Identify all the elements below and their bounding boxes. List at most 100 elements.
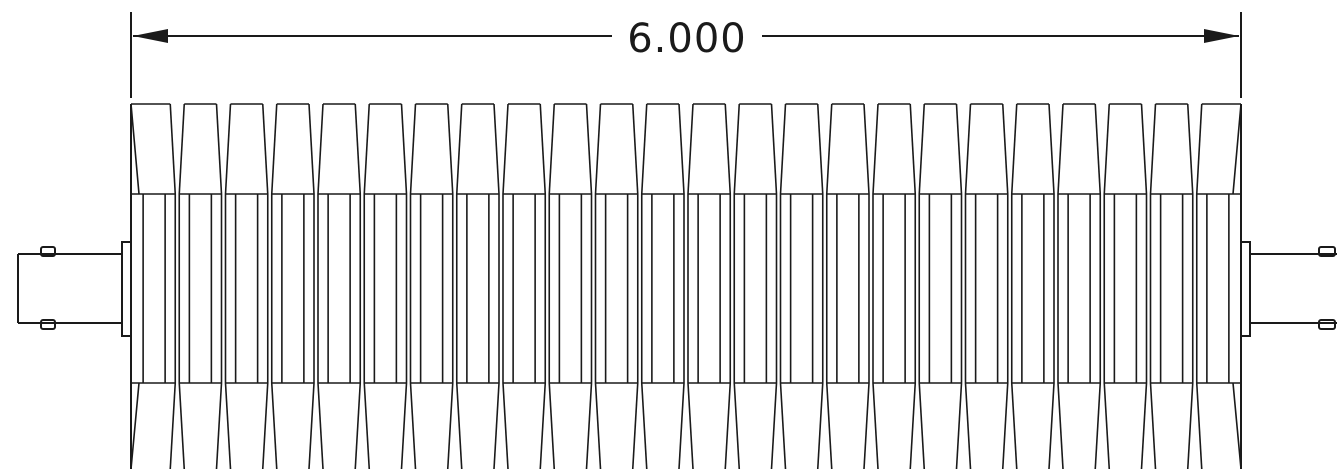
connector-left-pin-bottom: [40, 319, 56, 330]
fin-groove-wall: [631, 382, 639, 469]
fin-groove-wall: [1048, 382, 1055, 469]
fin-groove-wall: [354, 382, 362, 469]
fin-groove-wall: [955, 103, 963, 195]
fin-groove-wall: [548, 382, 556, 469]
fin-groove-wall: [446, 103, 454, 195]
fin-groove-wall: [1195, 103, 1203, 195]
fin-groove-wall: [724, 382, 732, 469]
fin-groove-wall: [1186, 103, 1194, 195]
fin-groove-wall: [909, 103, 917, 195]
fin-groove-wall: [779, 103, 787, 195]
fin-groove-wall: [770, 382, 778, 469]
fin-groove-wall: [502, 382, 509, 469]
fin-groove-wall: [1094, 103, 1102, 195]
connector-right-pin-top: [1318, 246, 1336, 257]
fin-groove-wall: [539, 382, 547, 469]
fin-groove-wall: [409, 382, 417, 469]
fin-groove-wall: [539, 103, 547, 195]
fin-groove-wall: [585, 103, 593, 195]
fin-groove-wall: [215, 382, 223, 469]
fin-groove-wall: [1186, 382, 1194, 469]
fin-groove-wall: [261, 382, 269, 469]
fin-groove-wall: [640, 103, 648, 195]
fin-groove-wall: [964, 103, 972, 195]
fin-groove-wall: [687, 103, 694, 195]
fin-groove-wall: [1057, 382, 1064, 469]
connector-right-flange: [1240, 241, 1251, 337]
fin-groove-wall: [502, 103, 509, 195]
fin-groove-wall: [872, 382, 879, 469]
connector-left: [17, 241, 132, 337]
fin-groove-wall: [215, 103, 223, 195]
fin-groove-wall: [548, 103, 556, 195]
fin-groove-wall: [270, 382, 278, 469]
fin-groove-wall: [687, 382, 694, 469]
fin-groove-wall: [455, 103, 463, 195]
fin-groove-wall: [493, 382, 500, 469]
fin-groove-wall: [409, 103, 417, 195]
fin-groove-wall: [640, 382, 648, 469]
fin-groove-wall: [1103, 103, 1111, 195]
fin-groove-wall: [224, 103, 232, 195]
fin-groove-wall: [770, 103, 778, 195]
fin-groove-wall: [955, 382, 963, 469]
fin-groove-wall: [863, 382, 870, 469]
fin-groove-wall: [1010, 382, 1018, 469]
dimension-arrow-left: [133, 29, 168, 43]
fin-groove-wall: [964, 382, 972, 469]
fin-groove-wall: [1001, 382, 1009, 469]
connector-left-pin-top: [40, 246, 56, 257]
fin-groove-wall: [270, 103, 278, 195]
fin-groove-wall: [733, 103, 741, 195]
fin-groove-wall: [1048, 103, 1055, 195]
fin-groove-wall: [594, 382, 602, 469]
dimension-group: [130, 12, 1242, 98]
fin-groove-wall: [779, 382, 787, 469]
fin-groove-wall: [594, 103, 602, 195]
fin-groove-wall: [178, 382, 186, 469]
fin-groove-wall: [1140, 382, 1148, 469]
fin-groove-wall: [918, 103, 926, 195]
fin-groove-wall: [918, 382, 926, 469]
fin-end-wall: [130, 382, 140, 469]
fin-groove-wall: [872, 103, 879, 195]
fin-groove-wall: [224, 382, 232, 469]
fin-groove-wall: [400, 103, 408, 195]
fin-groove-wall: [363, 382, 371, 469]
dimension-arrow-right: [1204, 29, 1239, 43]
fin-end-wall: [1232, 103, 1242, 195]
fin-groove-wall: [724, 103, 732, 195]
fin-groove-wall: [678, 103, 685, 195]
heatsink-fins: [130, 103, 1242, 469]
fin-end-wall: [1232, 382, 1242, 469]
fin-groove-wall: [733, 382, 741, 469]
fin-groove-wall: [1149, 103, 1157, 195]
fin-groove-wall: [261, 103, 269, 195]
fin-groove-wall: [400, 382, 408, 469]
fin-groove-wall: [816, 103, 824, 195]
fin-groove-wall: [169, 103, 177, 195]
connector-right: [1240, 241, 1337, 337]
fin-groove-wall: [169, 382, 177, 469]
fin-groove-wall: [363, 103, 371, 195]
fin-groove-wall: [863, 103, 870, 195]
fin-groove-wall: [825, 382, 833, 469]
fin-groove-wall: [493, 103, 500, 195]
fin-groove-wall: [825, 103, 833, 195]
fin-groove-wall: [1010, 103, 1018, 195]
fin-groove-wall: [909, 382, 917, 469]
fin-groove-wall: [1140, 103, 1148, 195]
fin-end-wall: [130, 103, 140, 195]
fin-groove-wall: [631, 103, 639, 195]
fin-groove-wall: [678, 382, 685, 469]
fin-groove-wall: [1195, 382, 1203, 469]
fin-groove-wall: [1094, 382, 1102, 469]
connector-left-flange: [121, 241, 132, 337]
fin-groove-wall: [816, 382, 824, 469]
fin-groove-wall: [1057, 103, 1064, 195]
fin-groove-wall: [455, 382, 463, 469]
fin-groove-wall: [178, 103, 186, 195]
fin-groove-wall: [317, 103, 324, 195]
fin-groove-wall: [308, 382, 315, 469]
